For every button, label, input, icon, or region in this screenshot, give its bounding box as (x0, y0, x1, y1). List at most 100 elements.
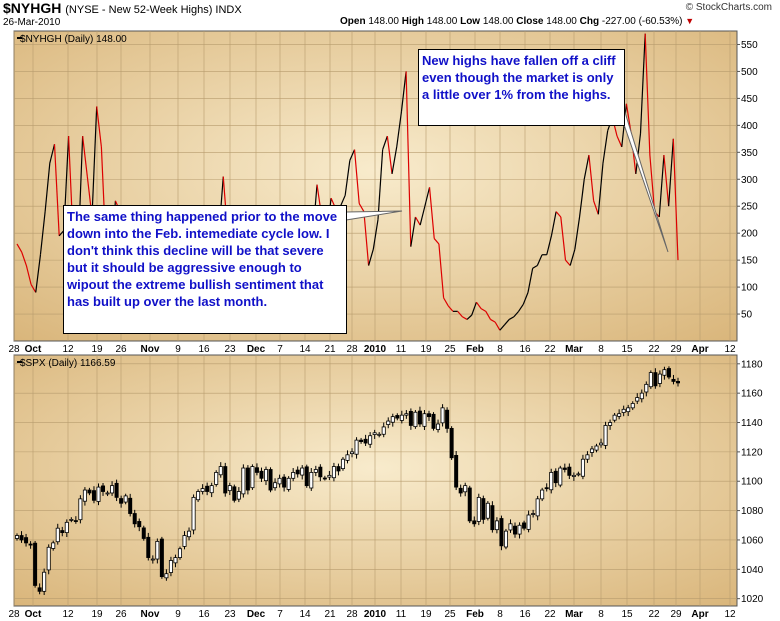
candle-body (585, 454, 590, 460)
candle-body (236, 491, 241, 500)
candle-body (508, 523, 513, 531)
panel-background (13, 354, 738, 607)
candle-body (182, 535, 187, 547)
candle-body (177, 548, 182, 558)
candle-body (322, 477, 327, 480)
series-segment (602, 130, 609, 164)
candle-body (82, 489, 87, 502)
candle-body (309, 472, 314, 489)
candle-body (630, 403, 635, 409)
candle-body (431, 413, 436, 429)
series-segment (471, 301, 477, 316)
series-segment (499, 324, 505, 331)
candle-body (336, 466, 341, 472)
candle-body (589, 448, 594, 453)
series-segment (485, 311, 492, 320)
series-segment (658, 154, 665, 218)
candle-body (567, 466, 572, 476)
candle-body (196, 491, 201, 501)
series-segment (96, 106, 102, 147)
series-segment (25, 265, 32, 285)
x-tick-label: 25 (444, 344, 456, 355)
candle-body (666, 368, 671, 378)
y-tick-label: 300 (741, 175, 758, 186)
candle-body (214, 472, 219, 485)
series-segment (546, 235, 553, 255)
x-tick-label: 28 (8, 609, 20, 620)
series-segment (569, 249, 576, 266)
series-segment (663, 154, 670, 207)
candle-body (96, 486, 101, 502)
legend-label: $NYHGH (Daily) 148.00 (20, 34, 127, 45)
x-tick-label: 16 (519, 344, 531, 355)
series-segment (522, 292, 529, 305)
close-value: 148.00 (546, 16, 577, 27)
candle-body (46, 546, 51, 571)
y-tick-label: 50 (741, 310, 753, 321)
candle-body (485, 502, 490, 519)
series-segment (555, 211, 562, 218)
ohlc-readout: Open 148.00 High 148.00 Low 148.00 Close… (340, 16, 694, 27)
y-tick-label: 200 (741, 229, 758, 240)
candle-body (14, 535, 19, 539)
candle-body (205, 485, 210, 492)
x-tick-label: 7 (277, 344, 283, 355)
x-tick-label: 19 (420, 344, 432, 355)
symbol: $NYHGH (3, 0, 62, 16)
series-segment (428, 187, 435, 239)
candle-body (467, 487, 472, 522)
x-tick-label: 21 (324, 344, 336, 355)
candle-body (671, 378, 676, 382)
candle-body (404, 413, 409, 416)
candle-body (399, 414, 404, 421)
candle-body (395, 415, 400, 419)
candle-body (368, 435, 373, 445)
x-tick-label: 14 (299, 609, 311, 620)
series-segment (494, 321, 501, 331)
series-segment (44, 163, 51, 212)
candle-body (331, 466, 336, 479)
x-tick-label: 8 (497, 609, 503, 620)
candle-body (363, 438, 368, 444)
x-tick-label: 22 (544, 344, 556, 355)
series-segment (377, 149, 384, 220)
series-segment (504, 319, 510, 326)
x-tick-label: 19 (91, 344, 103, 355)
symbol-description: (NYSE - New 52-Week Highs) INDX (65, 4, 242, 16)
chg-label: Chg (579, 16, 600, 27)
candle-body (617, 413, 622, 417)
x-tick-label: 26 (115, 609, 127, 620)
series-segment (353, 149, 360, 204)
candle-body (218, 466, 223, 476)
candle-body (472, 520, 477, 525)
chart-title: $NYHGH (NYSE - New 52-Week Highs) INDX (3, 0, 242, 16)
x-tick-label: 23 (224, 344, 236, 355)
candle-body (603, 425, 608, 446)
x-tick-label: 23 (224, 609, 236, 620)
x-tick-label: 9 (175, 609, 181, 620)
candle-body (372, 432, 377, 435)
candle-body (327, 474, 332, 478)
series-segment (438, 243, 445, 298)
series-segment (480, 308, 487, 312)
x-tick-label: 28 (346, 344, 358, 355)
series-segment (447, 305, 454, 312)
candle-body (155, 541, 160, 560)
x-tick-label: Feb (466, 609, 484, 620)
candle-body (413, 411, 418, 428)
series-segment (16, 243, 23, 253)
series-segment (358, 203, 365, 212)
candle-body (191, 496, 196, 531)
series-segment (550, 211, 557, 236)
series-segment (597, 163, 604, 215)
x-tick-label: Mar (565, 344, 583, 355)
high-value: 148.00 (426, 16, 458, 27)
series-segment (91, 106, 98, 218)
candle-body (42, 571, 47, 592)
candle-body (64, 521, 69, 534)
x-tick-label: 8 (497, 344, 503, 355)
candle-body (304, 466, 309, 487)
candle-body (463, 485, 468, 493)
candle-body (55, 527, 60, 543)
candle-body (594, 445, 599, 451)
